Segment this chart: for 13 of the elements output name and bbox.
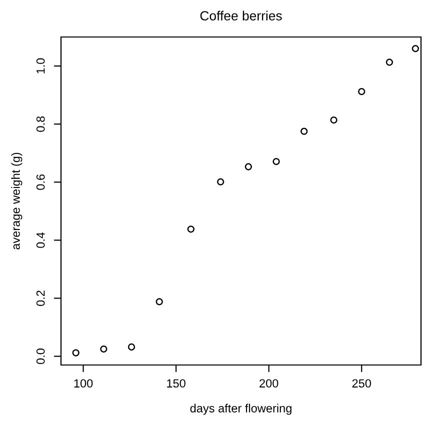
y-tick-label: 0.4 [36,232,45,248]
x-tick-label: 150 [167,379,186,388]
x-tick-label: 250 [352,379,372,388]
x-tick-label: 100 [74,379,93,388]
y-tick-label: 0.6 [36,174,45,190]
y-tick-label: 0.8 [36,116,45,132]
y-tick-label: 0.0 [36,348,45,364]
x-axis-title: days after flowering [190,404,292,415]
chart-title: Coffee berries [200,10,282,20]
y-tick-label: 1.0 [36,58,45,74]
y-axis-title: average weight (g) [11,152,22,250]
x-tick-label: 200 [260,379,278,388]
y-tick-label: 0.2 [36,290,45,306]
